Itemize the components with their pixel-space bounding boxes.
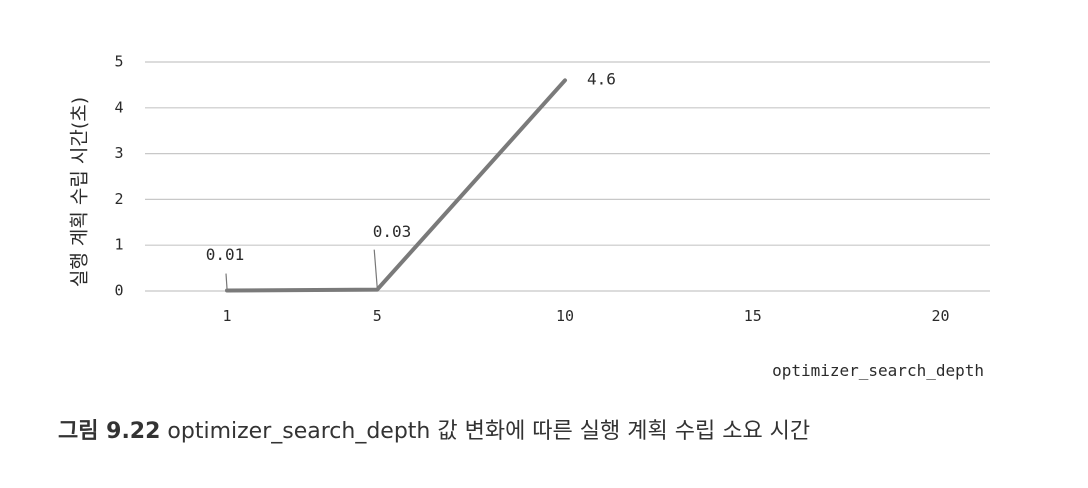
x-axis-ticks: 1 5 10 15 20 — [222, 307, 949, 325]
figure-number: 그림 9.22 — [58, 419, 161, 444]
x-tick-label-20: 20 — [932, 307, 950, 325]
data-labels: 0.01 0.03 4.6 — [206, 69, 616, 289]
data-label-0: 0.01 — [206, 245, 245, 264]
x-tick-label-5: 5 — [373, 307, 382, 325]
x-tick-label-10: 10 — [556, 307, 574, 325]
data-label-2: 4.6 — [587, 69, 616, 88]
y-tick-label-2: 2 — [114, 190, 123, 208]
y-axis-ticks: 0 1 2 3 4 5 — [114, 53, 123, 300]
y-tick-label-4: 4 — [114, 98, 123, 116]
x-axis-label: optimizer_search_depth — [772, 361, 984, 380]
data-label-1: 0.03 — [373, 222, 412, 241]
y-tick-label-1: 1 — [114, 236, 123, 254]
figure-caption-text: optimizer_search_depth 값 변화에 따른 실행 계획 수립… — [167, 419, 811, 444]
y-tick-label-5: 5 — [114, 53, 123, 71]
series-line — [225, 78, 567, 293]
leader-line-0 — [225, 273, 228, 289]
x-tick-label-1: 1 — [222, 307, 231, 325]
y-axis-label: 실행 계획 수립 시간(초) — [69, 97, 91, 287]
leader-line-1 — [373, 249, 378, 288]
y-tick-label-3: 3 — [114, 144, 123, 162]
y-tick-label-0: 0 — [114, 282, 123, 300]
gridlines — [145, 61, 990, 292]
figure-caption: 그림 9.22 optimizer_search_depth 값 변화에 따른 … — [58, 413, 810, 445]
series-layer — [225, 78, 567, 293]
x-tick-label-15: 15 — [744, 307, 762, 325]
